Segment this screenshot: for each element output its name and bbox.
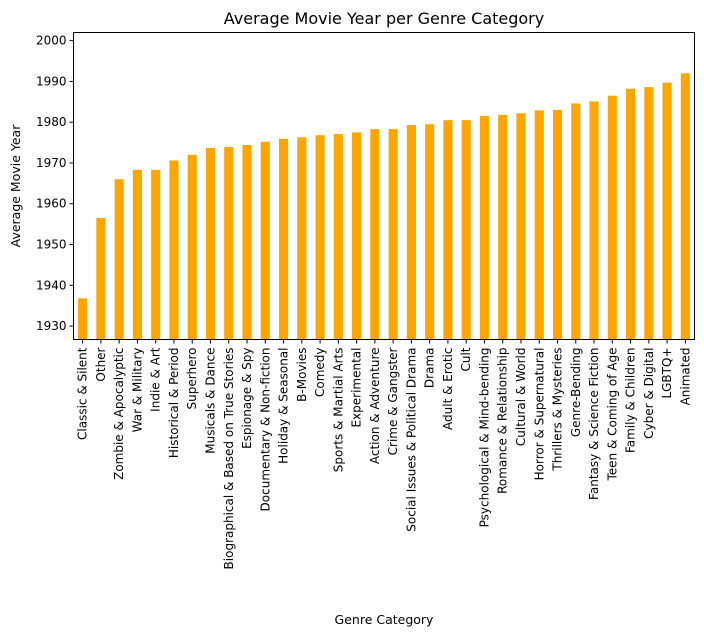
bar xyxy=(78,298,88,340)
bar xyxy=(461,120,471,340)
bar xyxy=(151,169,161,340)
y-tick-label: 1950 xyxy=(36,238,67,252)
bars-group xyxy=(78,73,690,340)
x-tick-label: Comedy xyxy=(313,348,327,398)
x-tick-label: Indie & Art xyxy=(149,347,163,412)
bar xyxy=(644,87,654,340)
bar xyxy=(187,154,197,340)
x-tick-label: Adult & Erotic xyxy=(441,348,455,430)
x-tick-label: Zombie & Apocalyptic xyxy=(112,348,126,480)
bar xyxy=(534,110,544,340)
bar xyxy=(662,82,672,340)
bar xyxy=(352,132,362,340)
x-tick-label: Horror & Supernatural xyxy=(532,348,546,481)
bar xyxy=(406,125,416,340)
bar xyxy=(260,141,270,340)
bar xyxy=(498,114,508,340)
bar xyxy=(680,73,690,340)
x-tick-label: Social Issues & Political Drama xyxy=(404,348,418,532)
x-tick-label: Genre-Bending xyxy=(569,348,583,438)
bar xyxy=(205,147,216,340)
x-tick-label: Romance & Relationship xyxy=(496,348,510,494)
x-tick-label: Thrillers & Mysteries xyxy=(551,348,565,472)
bar xyxy=(297,137,307,340)
bar xyxy=(242,145,252,340)
x-tick-label: Teen & Coming of Age xyxy=(605,348,619,482)
x-tick-label: Animated xyxy=(678,348,692,406)
x-tick-label: War & Military xyxy=(130,348,144,433)
bar xyxy=(425,124,435,340)
x-tick-label: Espionage & Spy xyxy=(240,348,254,449)
y-tick-label: 1940 xyxy=(36,278,67,292)
x-tick-label: Cult xyxy=(459,347,473,371)
x-tick-label: Drama xyxy=(423,348,437,389)
plot-frame xyxy=(73,32,695,340)
x-tick-label: Musicals & Dance xyxy=(203,348,217,454)
y-tick-label: 1930 xyxy=(36,319,67,333)
bar xyxy=(626,88,636,340)
x-tick-label: Experimental xyxy=(350,348,364,428)
y-tick-label: 1960 xyxy=(36,197,67,211)
y-tick-label: 1990 xyxy=(36,74,67,88)
bar xyxy=(443,120,453,340)
bar xyxy=(278,138,289,340)
x-tick-label: Classic & Silent xyxy=(76,347,90,440)
x-axis: Classic & Silent Other Zombie & Apocalypti… xyxy=(76,339,692,570)
x-tick-label: Documentary & Non-fiction xyxy=(258,348,272,512)
bar xyxy=(132,169,142,340)
bar xyxy=(333,134,343,340)
bar xyxy=(370,129,380,340)
x-tick-label: Other xyxy=(94,347,108,381)
x-tick-label: Holiday & Seasonal xyxy=(277,348,291,464)
bar xyxy=(96,218,106,340)
x-tick-label: Family & Children xyxy=(624,348,638,454)
x-tick-label: Biographical & Based on True Stories xyxy=(222,348,236,570)
x-tick-label: Superhero xyxy=(185,348,199,410)
x-tick-label: Historical & Period xyxy=(167,348,181,459)
x-tick-label: Psychological & Mind-bending xyxy=(477,348,491,528)
bar xyxy=(589,101,599,340)
bar xyxy=(571,103,581,340)
chart-title: Average Movie Year per Genre Category xyxy=(224,9,544,28)
x-tick-label: Action & Adventure xyxy=(368,348,382,465)
bar xyxy=(552,109,563,340)
y-tick-label: 1970 xyxy=(36,156,67,170)
bar xyxy=(516,113,526,340)
bar xyxy=(388,129,398,340)
x-tick-label: LGBTQ+ xyxy=(660,348,674,399)
bar xyxy=(224,147,234,340)
bar xyxy=(607,95,617,340)
bar xyxy=(114,179,124,340)
x-tick-label: B-Movies xyxy=(295,348,309,402)
x-axis-label: Genre Category xyxy=(335,612,435,627)
bar xyxy=(169,160,179,340)
bar xyxy=(315,135,325,340)
x-tick-label: Fantasy & Science Fiction xyxy=(587,348,601,500)
x-tick-label: Sports & Martial Arts xyxy=(331,348,345,473)
bar xyxy=(479,116,490,340)
x-tick-label: Crime & Gangster xyxy=(386,347,400,455)
y-tick-label: 1980 xyxy=(36,115,67,129)
x-tick-label: Cultural & World xyxy=(514,348,528,447)
y-tick-label: 2000 xyxy=(36,34,67,48)
y-axis: 1930 1940 1950 1960 1970 1980 1990 2000 xyxy=(36,34,74,333)
y-axis-label: Average Movie Year xyxy=(8,124,23,248)
x-tick-label: Cyber & Digital xyxy=(642,348,656,439)
